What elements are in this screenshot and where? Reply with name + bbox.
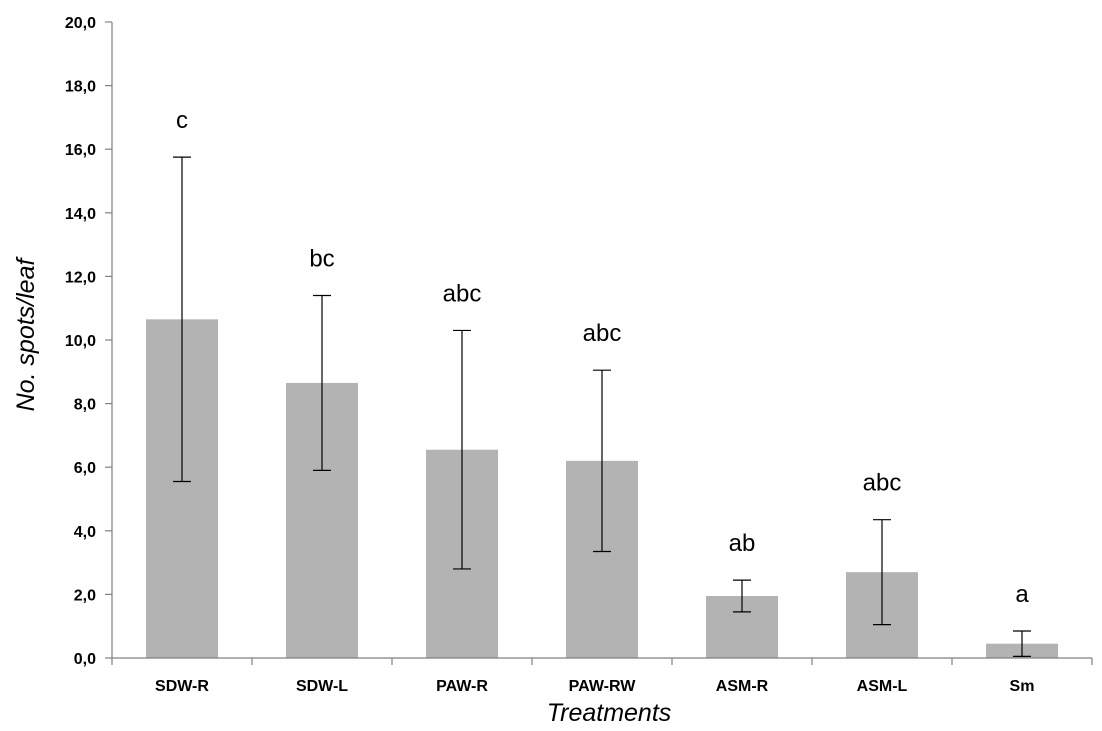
x-tick-label-sm: Sm <box>1010 678 1035 695</box>
error-bars-layer <box>173 156 1031 658</box>
error-bar-paw-rw <box>593 369 611 553</box>
x-tick-label-sdw-r: SDW-R <box>155 678 209 695</box>
y-tick-label: 0,0 <box>74 651 96 668</box>
significance-label-paw-rw: abc <box>583 320 622 347</box>
y-tick-label: 4,0 <box>74 524 96 541</box>
significance-label-sm: a <box>1015 581 1029 608</box>
y-tick-label: 14,0 <box>65 206 96 223</box>
labels-layer: 0,0 2,0 4,0 6,0 8,0 10,0 12,0 14,0 16,0 18,0 20,0 S… <box>65 15 1035 695</box>
significance-label-asm-r: ab <box>729 530 756 557</box>
error-bar-asm-l <box>873 519 891 626</box>
y-tick-label: 20,0 <box>65 15 96 32</box>
y-tick-label: 8,0 <box>74 397 96 414</box>
error-bar-sm <box>1013 630 1031 658</box>
significance-label-paw-r: abc <box>443 280 482 307</box>
y-tick-label: 10,0 <box>65 333 96 350</box>
error-bar-sdw-l <box>313 294 331 471</box>
y-tick-label: 18,0 <box>65 79 96 96</box>
x-tick-label-asm-r: ASM-R <box>716 678 769 695</box>
y-tick-label: 2,0 <box>74 587 96 604</box>
y-tick-label: 16,0 <box>65 142 96 159</box>
x-tick-label-paw-r: PAW-R <box>436 678 488 695</box>
y-tick-label: 6,0 <box>74 460 96 477</box>
y-tick-label: 12,0 <box>65 269 96 286</box>
error-bar-paw-r <box>453 329 471 570</box>
axes-layer <box>105 21 1093 665</box>
y-axis-title: No. spots/leaf <box>12 256 40 412</box>
error-bar-sdw-r <box>173 156 191 483</box>
error-bar-asm-r <box>733 579 751 613</box>
significance-label-sdw-r: c <box>176 107 188 134</box>
x-axis-title: Treatments <box>547 699 672 727</box>
x-tick-label-paw-rw: PAW-RW <box>569 678 637 695</box>
significance-label-asm-l: abc <box>863 470 902 497</box>
x-tick-label-asm-l: ASM-L <box>857 678 908 695</box>
significance-label-sdw-l: bc <box>309 245 334 272</box>
x-tick-label-sdw-l: SDW-L <box>296 678 348 695</box>
